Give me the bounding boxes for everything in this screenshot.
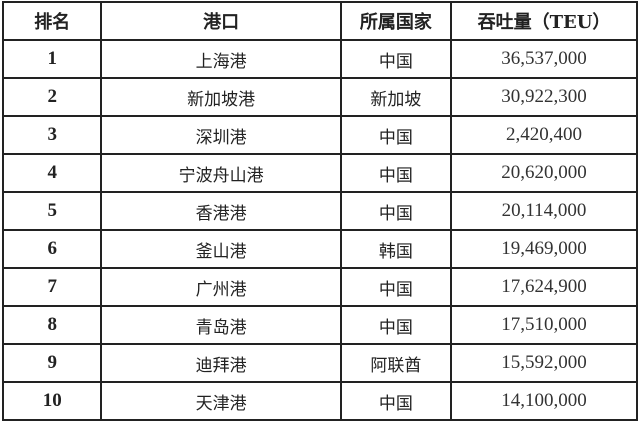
header-row: 排名 港口 所属国家 吞吐量（TEU） xyxy=(1,1,638,41)
throughput-cell: 14,100,000 xyxy=(450,381,638,421)
rank-cell: 1 xyxy=(1,39,103,79)
rank-cell: 6 xyxy=(1,229,103,269)
table-row: 3 深圳港 中国 2,420,400 xyxy=(1,115,638,155)
table-row: 7 广州港 中国 17,624,900 xyxy=(1,267,638,307)
country-cell: 中国 xyxy=(339,381,453,421)
table-row: 2 新加坡港 新加坡 30,922,300 xyxy=(1,77,638,117)
rank-cell: 7 xyxy=(1,267,103,307)
port-cell: 香港港 xyxy=(100,191,342,231)
throughput-cell: 17,624,900 xyxy=(450,267,638,307)
port-cell: 宁波舟山港 xyxy=(100,153,342,193)
throughput-cell: 20,114,000 xyxy=(450,191,638,231)
table-row: 4 宁波舟山港 中国 20,620,000 xyxy=(1,153,638,193)
country-cell: 中国 xyxy=(339,39,453,79)
country-cell: 新加坡 xyxy=(339,77,453,117)
rank-cell: 10 xyxy=(1,381,103,421)
header-throughput: 吞吐量（TEU） xyxy=(450,1,638,41)
rank-cell: 8 xyxy=(1,305,103,345)
table-row: 1 上海港 中国 36,537,000 xyxy=(1,39,638,79)
rank-cell: 4 xyxy=(1,153,103,193)
throughput-cell: 17,510,000 xyxy=(450,305,638,345)
throughput-cell: 36,537,000 xyxy=(450,39,638,79)
table-row: 5 香港港 中国 20,114,000 xyxy=(1,191,638,231)
port-cell: 广州港 xyxy=(100,267,342,307)
port-cell: 深圳港 xyxy=(100,115,342,155)
throughput-cell: 2,420,400 xyxy=(450,115,638,155)
country-cell: 中国 xyxy=(339,267,453,307)
port-cell: 青岛港 xyxy=(100,305,342,345)
country-cell: 韩国 xyxy=(339,229,453,269)
port-cell: 迪拜港 xyxy=(100,343,342,383)
table-row: 6 釜山港 韩国 19,469,000 xyxy=(1,229,638,269)
country-cell: 中国 xyxy=(339,153,453,193)
rank-cell: 3 xyxy=(1,115,103,155)
table-row: 9 迪拜港 阿联酋 15,592,000 xyxy=(1,343,638,383)
throughput-cell: 19,469,000 xyxy=(450,229,638,269)
port-cell: 釜山港 xyxy=(100,229,342,269)
rank-cell: 2 xyxy=(1,77,103,117)
rank-cell: 5 xyxy=(1,191,103,231)
country-cell: 中国 xyxy=(339,191,453,231)
country-cell: 中国 xyxy=(339,115,453,155)
header-port: 港口 xyxy=(100,1,342,41)
port-cell: 上海港 xyxy=(100,39,342,79)
country-cell: 中国 xyxy=(339,305,453,345)
header-country: 所属国家 xyxy=(339,1,453,41)
country-cell: 阿联酋 xyxy=(339,343,453,383)
port-cell: 天津港 xyxy=(100,381,342,421)
rank-cell: 9 xyxy=(1,343,103,383)
throughput-cell: 30,922,300 xyxy=(450,77,638,117)
table-row: 10 天津港 中国 14,100,000 xyxy=(1,381,638,421)
table-row: 8 青岛港 中国 17,510,000 xyxy=(1,305,638,345)
throughput-cell: 20,620,000 xyxy=(450,153,638,193)
header-rank: 排名 xyxy=(1,1,103,41)
throughput-cell: 15,592,000 xyxy=(450,343,638,383)
port-cell: 新加坡港 xyxy=(100,77,342,117)
